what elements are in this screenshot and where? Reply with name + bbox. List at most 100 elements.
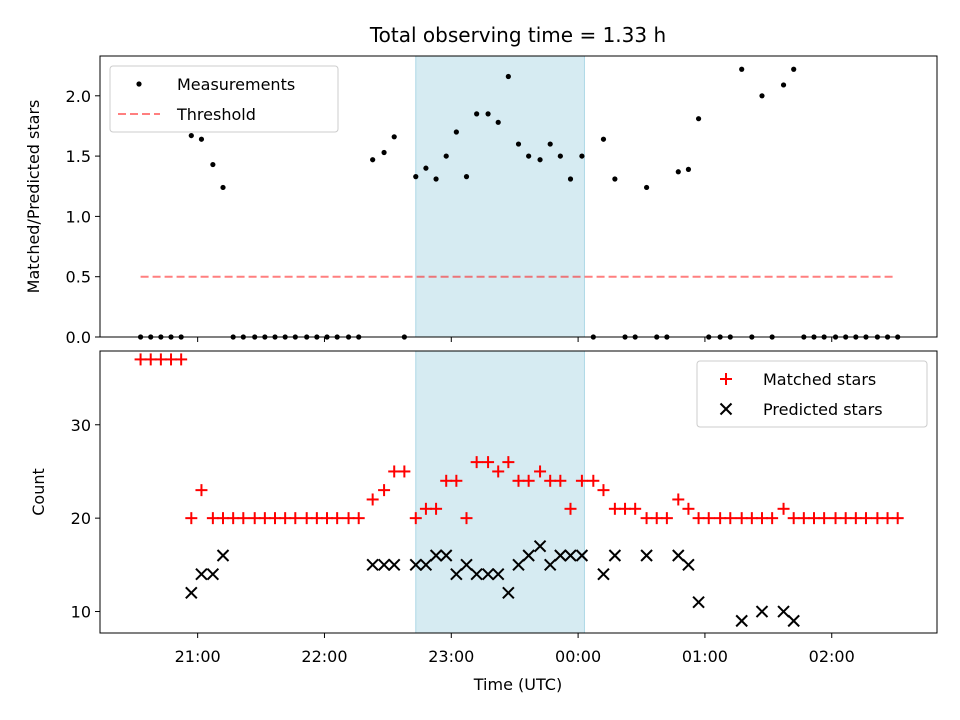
x-b: [492, 567, 505, 581]
y-tick-label: 1.0: [66, 207, 91, 226]
measurement-point: [600, 136, 607, 142]
legend-predicted-marker: [719, 402, 733, 416]
predicted-star-point: [216, 549, 230, 562]
y-tick-label: 2.0: [66, 87, 91, 106]
matched-star-point: [352, 512, 365, 525]
predicted-star-point: [185, 586, 198, 600]
x-b: [672, 549, 685, 562]
matched-star-point: [195, 484, 208, 497]
bottom-highlight-span: [415, 350, 585, 634]
matched-star-point: [702, 512, 715, 525]
matched-star-point: [818, 512, 831, 525]
matched-star-point: [766, 512, 779, 525]
matched-star-point: [672, 493, 685, 506]
matched-star-point: [735, 512, 748, 525]
matched-star-point: [378, 484, 391, 497]
legend-matched-label: Matched stars: [763, 370, 876, 389]
measurement-point: [515, 141, 522, 147]
matched-star-point: [144, 353, 157, 366]
bottom-y-ticks: 10 20 30: [71, 416, 100, 622]
top-y-ticks: 0.0 0.5 1.0 1.5 2.0: [66, 87, 100, 347]
x-b: [608, 549, 622, 562]
x-b: [206, 567, 220, 581]
matched-star-point: [660, 512, 673, 525]
matched-star-point: [450, 474, 463, 487]
predicted-star-point: [682, 558, 695, 572]
measurement-point: [443, 153, 449, 159]
measurement-point: [463, 174, 470, 180]
x-b: [692, 595, 705, 609]
matched-star-point: [745, 512, 758, 525]
measurement-point: [505, 73, 511, 80]
measurement-point: [791, 66, 797, 72]
x-b: [440, 549, 453, 562]
matched-star-point: [777, 502, 790, 515]
matched-star-point: [409, 512, 422, 525]
x-b: [755, 605, 769, 618]
matched-star-point: [331, 512, 344, 525]
legend-measurements-marker: [136, 81, 142, 87]
matched-star-point: [512, 474, 525, 487]
measurement-point: [579, 153, 585, 159]
measurement-point: [526, 153, 532, 159]
matched-star-point: [342, 512, 355, 525]
y-tick-label: 0.5: [66, 268, 91, 287]
predicted-star-point: [522, 549, 535, 562]
top-axes-frame: [99, 55, 938, 338]
x-b: [533, 539, 547, 553]
x-b: [575, 549, 589, 562]
matched-star-point: [248, 512, 261, 525]
bottom-panel: 10 20 30 21:00 22:00 23:00 00:00 01:00 02:00 Co…: [29, 350, 938, 694]
matched-star-point: [419, 502, 432, 515]
measurement-point: [759, 93, 765, 99]
measurement-point: [675, 169, 681, 175]
predicted-star-point: [460, 558, 473, 572]
predicted-star-point: [543, 558, 557, 572]
measurement-point: [485, 111, 491, 117]
legend-measurements-label: Measurements: [177, 75, 295, 94]
x-b: [481, 567, 495, 581]
matched-star-point: [629, 502, 642, 515]
x-b: [719, 402, 733, 416]
measurement-point: [537, 157, 543, 163]
top-legend: Measurements Threshold: [109, 65, 339, 133]
matched-star-point: [258, 512, 271, 525]
predicted-star-point: [597, 567, 610, 581]
legend-matched-marker: [720, 373, 732, 385]
top-x-ticks: [197, 337, 833, 342]
matched-star-point: [289, 512, 302, 525]
matched-star-point: [881, 512, 894, 525]
matched-star-point: [714, 512, 727, 525]
predicted-star-point: [755, 605, 769, 618]
predicted-star-point: [564, 549, 577, 562]
x-b: [682, 558, 695, 572]
measurement-point: [567, 176, 574, 182]
matched-star-point: [279, 512, 292, 525]
measurement-point: [739, 66, 745, 72]
highlight-span-rect: [415, 55, 585, 338]
matched-star-point: [206, 512, 219, 525]
measurement-point: [210, 161, 216, 168]
measurement-point: [370, 157, 376, 163]
measurement-point: [391, 134, 397, 140]
predicted-star-point: [640, 549, 653, 562]
measurement-point: [198, 136, 205, 142]
x-b: [512, 558, 525, 572]
x-b: [543, 558, 557, 572]
predicted-star-point: [692, 595, 705, 609]
matched-star-point: [154, 353, 167, 366]
predicted-star-point: [440, 549, 453, 562]
predicted-star-point: [735, 614, 748, 628]
matched-star-point: [619, 502, 632, 515]
matched-star-point: [502, 456, 515, 469]
x-b: [216, 549, 230, 562]
predicted-star-point: [787, 614, 800, 628]
x-b: [470, 567, 483, 581]
x-b: [366, 558, 379, 572]
predicted-star-point: [409, 558, 422, 572]
matched-star-point: [871, 512, 884, 525]
x-b: [522, 549, 535, 562]
measurement-point: [695, 116, 702, 122]
matched-star-point: [650, 512, 663, 525]
bottom-legend: Matched stars Predicted stars: [696, 360, 928, 428]
